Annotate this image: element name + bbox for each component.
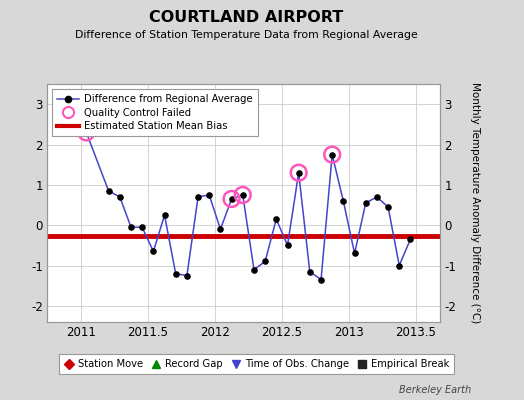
Point — [238, 192, 247, 198]
Point — [305, 268, 314, 275]
Point — [216, 226, 225, 232]
Point — [227, 196, 236, 202]
Point — [328, 151, 336, 158]
Point — [362, 200, 370, 206]
Point — [272, 216, 280, 222]
Point — [373, 194, 381, 200]
Text: COURTLAND AIRPORT: COURTLAND AIRPORT — [149, 10, 343, 25]
Legend: Difference from Regional Average, Quality Control Failed, Estimated Station Mean: Difference from Regional Average, Qualit… — [52, 89, 258, 136]
Point — [238, 192, 247, 198]
Point — [339, 198, 347, 204]
Y-axis label: Monthly Temperature Anomaly Difference (°C): Monthly Temperature Anomaly Difference (… — [470, 82, 480, 324]
Point — [205, 192, 213, 198]
Point — [82, 129, 91, 136]
Point — [351, 250, 359, 257]
Point — [160, 212, 169, 218]
Point — [317, 276, 325, 283]
Point — [395, 262, 403, 269]
Text: Berkeley Earth: Berkeley Earth — [399, 385, 472, 395]
Point — [116, 194, 124, 200]
Point — [194, 194, 202, 200]
Point — [82, 129, 91, 136]
Point — [171, 270, 180, 277]
Point — [183, 272, 191, 279]
Point — [250, 266, 258, 273]
Point — [149, 248, 158, 255]
Point — [384, 204, 392, 210]
Point — [138, 224, 146, 230]
Point — [60, 99, 68, 105]
Text: Difference of Station Temperature Data from Regional Average: Difference of Station Temperature Data f… — [75, 30, 418, 40]
Point — [328, 151, 336, 158]
Point — [104, 188, 113, 194]
Point — [261, 258, 269, 265]
Point — [294, 170, 303, 176]
Point — [283, 242, 292, 248]
Point — [60, 99, 68, 105]
Point — [294, 170, 303, 176]
Legend: Station Move, Record Gap, Time of Obs. Change, Empirical Break: Station Move, Record Gap, Time of Obs. C… — [59, 354, 454, 374]
Point — [227, 196, 236, 202]
Point — [127, 224, 135, 230]
Point — [406, 236, 414, 242]
